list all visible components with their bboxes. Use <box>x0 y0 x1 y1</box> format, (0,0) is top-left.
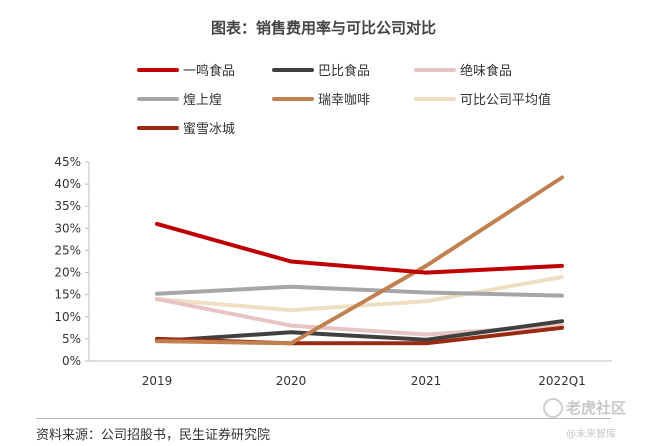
y-tick-label: 40% <box>54 177 81 191</box>
x-tick-label: 2019 <box>142 374 173 388</box>
y-tick-label: 20% <box>54 266 81 280</box>
y-tick-label: 15% <box>54 288 81 302</box>
watermark-sub-text: @未来智库 <box>566 429 616 440</box>
x-tick-label: 2020 <box>276 374 307 388</box>
watermark-text: 老虎社区 <box>566 399 627 417</box>
line-chart: 0% 5% 10% 15% 20% 25% 30% 35% 40% 45% 2019 2020 2021… <box>54 155 612 388</box>
series-line <box>155 319 564 344</box>
legend-label: 一鸣食品 <box>183 64 236 79</box>
legend-swatch <box>137 96 179 101</box>
legend-label: 瑞幸咖啡 <box>318 93 371 108</box>
legend-item: 瑞幸咖啡 <box>272 89 370 108</box>
legend-label: 蜜雪冰城 <box>183 122 236 137</box>
tiger-logo-icon <box>543 398 563 418</box>
x-tick-label: 2021 <box>411 374 442 388</box>
legend-swatch <box>137 67 179 72</box>
legend-item: 煌上煌 <box>137 89 222 108</box>
chart-title: 图表：销售费用率与可比公司对比 <box>210 19 436 37</box>
y-tick-label: 25% <box>54 243 81 257</box>
legend-swatch <box>137 125 179 130</box>
legend-swatch <box>414 96 456 101</box>
source-note: 资料来源：公司招股书，民生证券研究院 <box>36 428 271 443</box>
chart-legend: 一鸣食品 巴比食品 绝味食品煌上煌 瑞幸咖啡 可比公司平均值蜜雪冰城 <box>0 0 647 150</box>
legend-swatch <box>272 96 314 101</box>
legend-item: 蜜雪冰城 <box>137 118 235 137</box>
y-tick-label: 10% <box>54 310 81 324</box>
source-divider <box>36 418 611 419</box>
legend-item: 绝味食品 <box>414 60 512 79</box>
y-tick-label: 45% <box>54 155 81 169</box>
series-line <box>155 284 564 298</box>
legend-item: 一鸣食品 <box>137 60 235 79</box>
legend-swatch <box>414 67 456 72</box>
y-tick-label: 30% <box>54 221 81 235</box>
legend-label: 煌上煌 <box>183 93 223 108</box>
legend-label: 可比公司平均值 <box>460 93 552 108</box>
x-tick-label: 2022Q1 <box>538 374 586 388</box>
legend-swatch <box>272 67 314 72</box>
y-tick-label: 35% <box>54 199 81 213</box>
y-tick-label: 5% <box>62 332 81 346</box>
legend-label: 绝味食品 <box>460 64 513 79</box>
legend-item: 可比公司平均值 <box>414 89 551 108</box>
legend-label: 巴比食品 <box>318 64 371 79</box>
series-line <box>155 221 564 275</box>
legend-item: 巴比食品 <box>272 60 370 79</box>
series-line <box>155 175 564 346</box>
y-tick-label: 0% <box>62 354 81 368</box>
